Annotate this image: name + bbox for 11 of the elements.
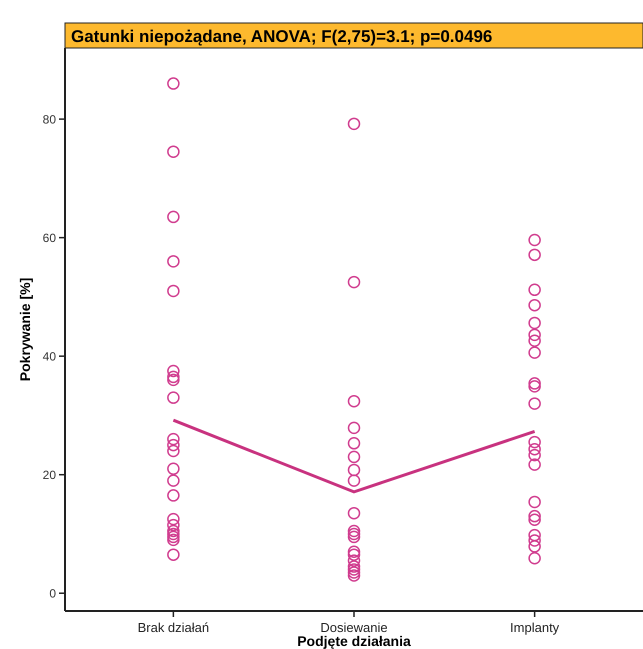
y-tick-label: 20 [42,468,56,482]
y-tick-label: 0 [49,586,56,600]
y-tick-label: 80 [42,112,56,126]
x-axis-title: Podjęte działania [297,633,412,649]
x-tick-label: Dosiewanie [320,620,388,635]
x-tick-label: Implanty [510,620,560,635]
y-axis-title: Pokrywanie [%] [17,278,33,382]
chart-title: Gatunki niepożądane, ANOVA; F(2,75)=3.1; p=0.0496 [71,27,492,46]
x-tick-label: Brak działań [138,620,210,635]
y-tick-label: 60 [42,230,56,245]
y-tick-label: 40 [42,349,56,364]
